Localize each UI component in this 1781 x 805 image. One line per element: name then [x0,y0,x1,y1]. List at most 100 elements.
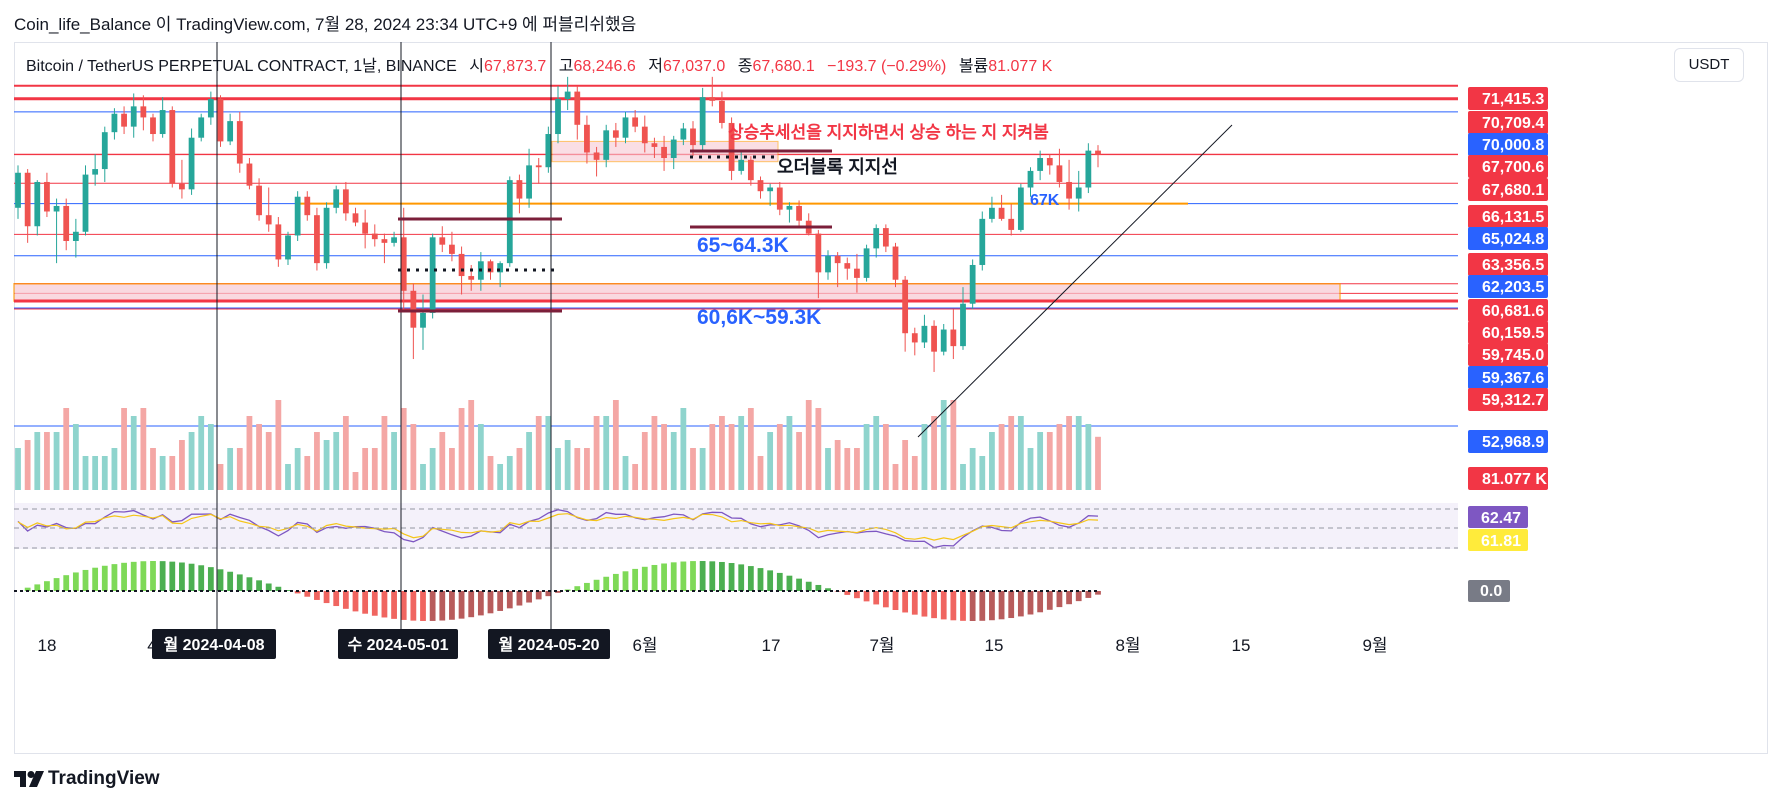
price-tag-label: 52,968.9 [1482,434,1544,451]
macd-bar [728,563,735,591]
candle-body [834,255,841,264]
symbol-title[interactable]: Bitcoin / TetherUS PERPETUAL CONTRACT, 1… [26,58,457,75]
price-tag [1468,178,1548,201]
volume-bar [757,456,764,490]
price-tag [1468,87,1548,110]
macd-bar [1046,591,1053,610]
candle-body [825,255,831,273]
candle-body [651,143,658,147]
price-tag [1468,366,1548,389]
volume-bar [111,448,118,490]
macd-bar [931,591,937,619]
candle-body [24,172,31,227]
candle-body [15,172,21,208]
price-tag [1468,299,1548,322]
macd-bar [304,591,311,597]
volume-bar [217,464,224,490]
candle-body [410,290,417,328]
volume-label: 볼륨 [958,58,989,75]
price-tag-label: 62,203.5 [1482,279,1544,296]
macd-bar [612,573,619,591]
volume-bar [699,448,706,490]
candle-body [342,189,349,214]
volume-bar [159,456,166,490]
volume-bar [497,464,504,490]
candle-body [738,159,745,171]
candle-body [275,224,282,260]
volume-bar [420,464,426,490]
volume-bar [256,424,262,490]
volume-bar [931,416,937,490]
candle-body [564,91,571,99]
macd-bar [150,561,156,591]
macd-bar [294,591,301,594]
volume-bar [207,424,214,490]
volume-bar [140,408,147,490]
rsi-line [17,509,1099,549]
rsi-tag-label: 67.74 [1481,488,1521,505]
volume-bar [1085,424,1092,490]
volume-bar [873,416,880,490]
macd-bar [969,591,976,621]
candle-body [227,121,234,142]
candle-body [352,213,359,223]
macd-bar [776,572,783,591]
candle-body [111,113,118,133]
candle-body [236,121,243,164]
volume-bar [121,408,127,490]
macd-bar [53,578,60,591]
volume-bar [776,424,783,490]
rsi-ma-line [17,513,1099,541]
candle-body [516,180,523,199]
price-tag-label: 59,312.7 [1482,392,1544,409]
volume-bar [584,448,590,490]
macd-bar [1037,591,1044,613]
macd-bar [111,564,118,591]
price-tag [1468,253,1548,276]
volume-bar [352,472,359,490]
macd-bar [863,591,870,602]
macd-bar [92,567,99,591]
macd-bar [622,571,629,591]
date-tag-label: 월 2024-05-20 [498,636,599,654]
volume-bar [979,456,986,490]
candle-body [63,205,70,241]
candle-body [506,180,513,264]
macd-bar [121,562,127,591]
macd-bar [227,571,234,591]
footer-brand[interactable]: TradingView [14,768,160,790]
volume-bar [236,448,243,490]
currency-button[interactable]: USDT [1674,48,1744,82]
macd-bar [979,591,986,621]
macd-bar [169,561,176,591]
macd-bar [1017,591,1024,617]
candle-body [786,205,793,210]
level-67-label: 67K [1030,192,1060,209]
volume-bar [950,400,957,490]
candle-body [535,165,542,168]
candle-body [72,231,79,241]
macd-bar [719,561,725,591]
macd-bar [998,591,1005,620]
volume-bar [680,408,687,490]
volume-bar [998,424,1005,490]
price-tag [1468,205,1548,228]
macd-bar [468,591,475,618]
candle-body [873,228,880,249]
macd-bar [796,578,802,591]
candle-body [1008,218,1015,230]
candle-body [719,100,725,123]
candle-body [767,187,774,192]
candle-body [1056,165,1063,182]
volume-bar [593,416,600,490]
macd-bar [449,591,455,620]
macd-bar [960,591,966,621]
volume-bar [738,416,745,490]
price-tag [1468,275,1548,298]
macd-bar [699,561,706,591]
price-tag-label: 59,367.6 [1482,370,1544,387]
volume-bar [728,424,735,490]
volume-bar [294,448,301,490]
macd-bar [24,587,31,591]
